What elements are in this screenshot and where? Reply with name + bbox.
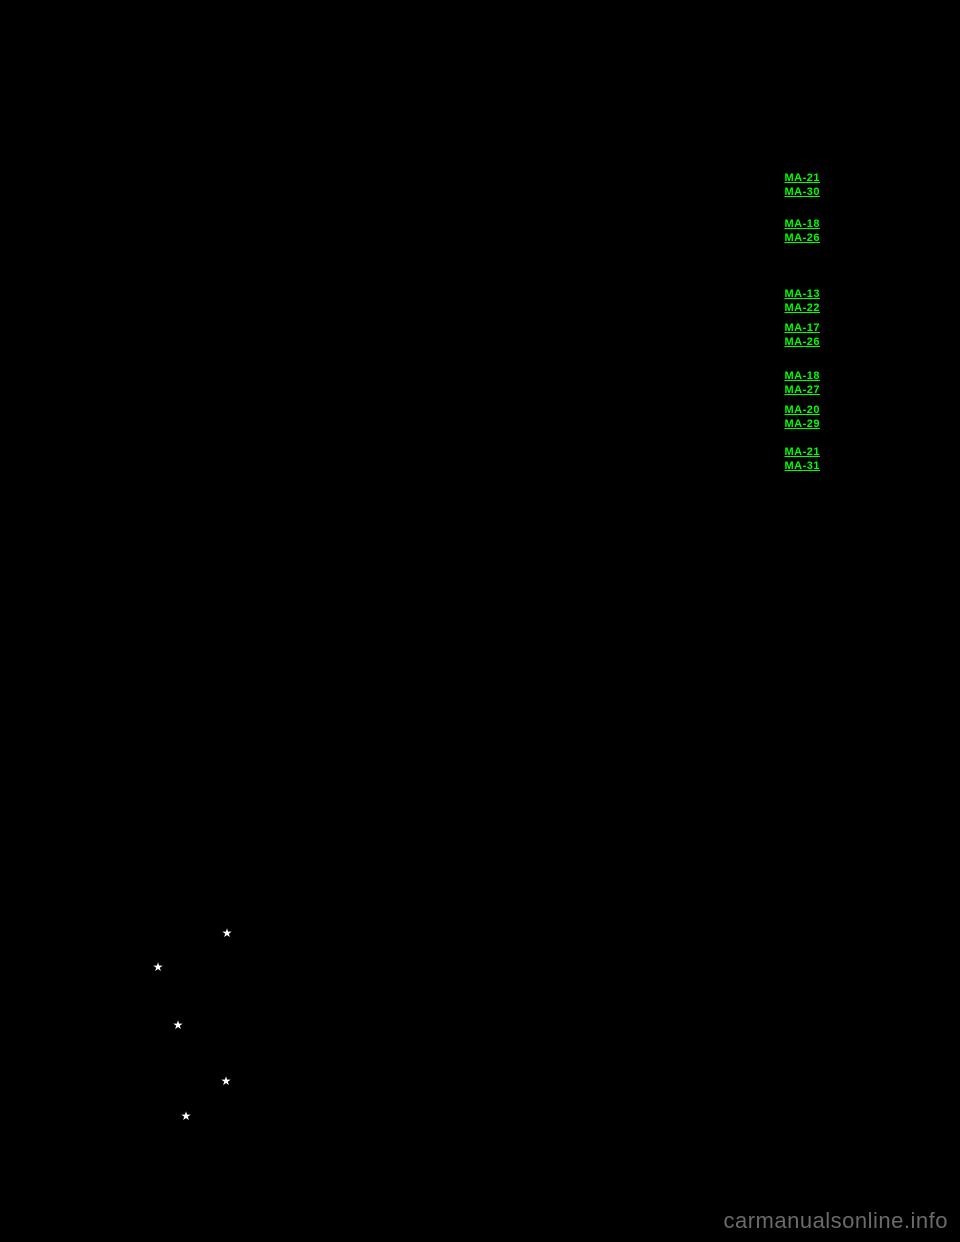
star-marker-icon: ★ bbox=[219, 925, 235, 941]
link-group-2: MA-18 MA-26 bbox=[784, 218, 820, 244]
star-marker-icon: ★ bbox=[150, 959, 166, 975]
link-group-6: MA-20 MA-29 bbox=[784, 404, 820, 430]
ref-link[interactable]: MA-21 bbox=[784, 172, 820, 184]
ref-link[interactable]: MA-26 bbox=[784, 336, 820, 348]
star-marker-icon: ★ bbox=[170, 1017, 186, 1033]
ref-link[interactable]: MA-18 bbox=[784, 218, 820, 230]
watermark-text: carmanualsonline.info bbox=[723, 1208, 948, 1234]
star-marker-icon: ★ bbox=[178, 1108, 194, 1124]
link-group-4: MA-17 MA-26 bbox=[784, 322, 820, 348]
ref-link[interactable]: MA-31 bbox=[784, 460, 820, 472]
ref-link[interactable]: MA-17 bbox=[784, 322, 820, 334]
page-content: MA-21 MA-30 MA-18 MA-26 MA-13 MA-22 MA-1… bbox=[0, 0, 960, 1242]
ref-link[interactable]: MA-13 bbox=[784, 288, 820, 300]
ref-link[interactable]: MA-21 bbox=[784, 446, 820, 458]
ref-link[interactable]: MA-30 bbox=[784, 186, 820, 198]
link-group-5: MA-18 MA-27 bbox=[784, 370, 820, 396]
ref-link[interactable]: MA-27 bbox=[784, 384, 820, 396]
link-group-3: MA-13 MA-22 bbox=[784, 288, 820, 314]
ref-link[interactable]: MA-29 bbox=[784, 418, 820, 430]
ref-link[interactable]: MA-20 bbox=[784, 404, 820, 416]
ref-link[interactable]: MA-22 bbox=[784, 302, 820, 314]
link-group-1: MA-21 MA-30 bbox=[784, 172, 820, 198]
ref-link[interactable]: MA-18 bbox=[784, 370, 820, 382]
star-marker-icon: ★ bbox=[218, 1073, 234, 1089]
ref-link[interactable]: MA-26 bbox=[784, 232, 820, 244]
link-group-7: MA-21 MA-31 bbox=[784, 446, 820, 472]
